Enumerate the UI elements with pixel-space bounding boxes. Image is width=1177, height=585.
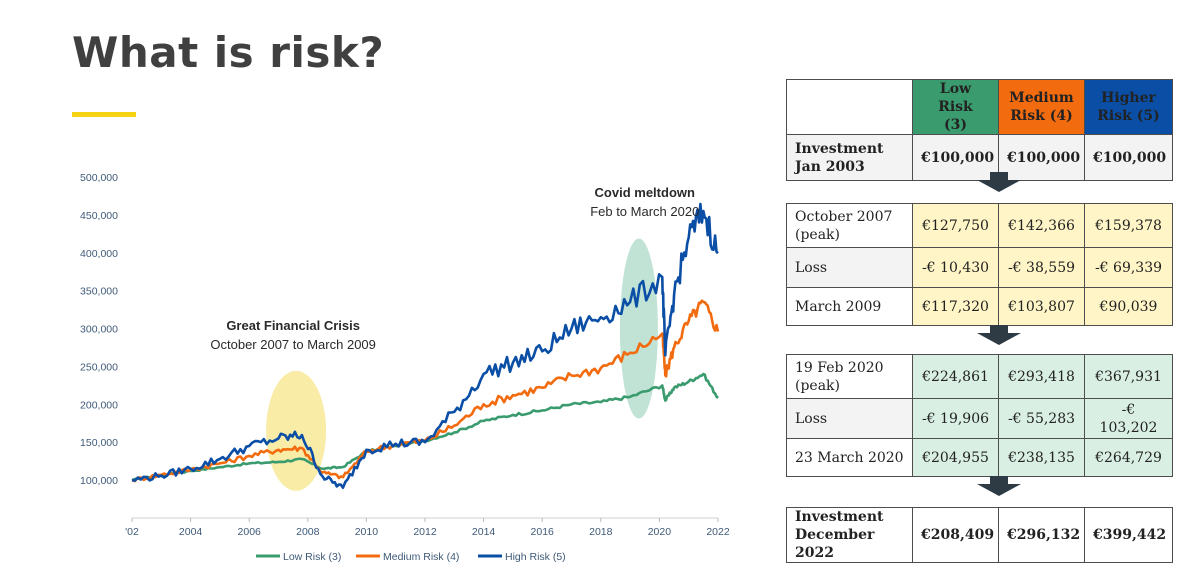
gfc-trough-low: €117,320 <box>912 287 999 326</box>
gfc-trough-high: €90,039 <box>1084 287 1173 326</box>
gfc-peak-label: October 2007 (peak) <box>786 203 913 248</box>
gfc-loss-low: -€ 10,430 <box>912 247 999 288</box>
x-tick-label: 2006 <box>238 526 262 538</box>
series-line <box>131 299 720 483</box>
down-arrow-stem-1 <box>990 172 1008 180</box>
series-line <box>131 202 719 489</box>
annotation-title: Great Financial Crisis <box>226 318 360 333</box>
covid-trough-medium: €238,135 <box>998 438 1085 477</box>
x-tick-label: 2012 <box>413 526 437 538</box>
header-medium-risk: Medium Risk (4) <box>998 79 1085 135</box>
x-tick-label: 2010 <box>355 526 379 538</box>
y-tick-label: 400,000 <box>80 248 118 260</box>
annotation-highlight-ellipse <box>619 238 658 419</box>
annotation-highlight-ellipse <box>266 370 327 491</box>
investment-end-high: €399,442 <box>1084 507 1173 563</box>
investment-end-label: Investment December 2022 <box>786 507 913 563</box>
investment-start-high: €100,000 <box>1084 134 1173 181</box>
y-tick-label: 150,000 <box>80 437 118 449</box>
gfc-loss-high: -€ 69,339 <box>1084 247 1173 288</box>
gfc-trough-label: March 2009 <box>786 287 913 326</box>
x-tick-label: 2018 <box>589 526 613 538</box>
annotation-subtitle: October 2007 to March 2009 <box>210 337 376 352</box>
covid-peak-medium: €293,418 <box>998 354 1085 399</box>
performance-line-chart: 100,000 150,000 200,000 250,000 300,000 350,0… <box>80 172 730 563</box>
y-tick-label: 300,000 <box>80 324 118 336</box>
gfc-peak-high: €159,378 <box>1084 203 1173 248</box>
investment-start-table: Low Risk (3) Medium Risk (4) Higher Risk… <box>786 79 1173 181</box>
gfc-loss-medium: -€ 38,559 <box>998 247 1085 288</box>
gfc-peak-medium: €142,366 <box>998 203 1085 248</box>
legend-label: High Risk (5) <box>505 551 566 563</box>
covid-table: 19 Feb 2020 (peak) €224,861 €293,418 €36… <box>786 354 1173 477</box>
investment-start-medium: €100,000 <box>998 134 1085 181</box>
investment-end-table: Investment December 2022 €208,409 €296,1… <box>786 507 1173 563</box>
covid-trough-low: €204,955 <box>912 438 999 477</box>
covid-trough-label: 23 March 2020 <box>786 438 913 477</box>
series-line <box>131 372 719 482</box>
page-title: What is risk? <box>72 28 385 77</box>
title-underline <box>72 112 136 117</box>
investment-start-low: €100,000 <box>912 134 999 181</box>
down-arrow-icon <box>977 180 1021 192</box>
covid-loss-high: -€ 103,202 <box>1084 398 1173 439</box>
covid-loss-low: -€ 19,906 <box>912 398 999 439</box>
gfc-trough-medium: €103,807 <box>998 287 1085 326</box>
x-tick-label: 2020 <box>648 526 672 538</box>
legend-label: Medium Risk (4) <box>383 551 459 563</box>
x-tick-label: 2022 <box>706 526 730 538</box>
investment-end-medium: €296,132 <box>998 507 1085 563</box>
investment-end-low: €208,409 <box>912 507 999 563</box>
annotation-subtitle: Feb to March 2020 <box>590 204 699 219</box>
investment-start-label: Investment Jan 2003 <box>786 134 913 181</box>
annotation-title: Covid meltdown <box>595 185 695 200</box>
covid-peak-high: €367,931 <box>1084 354 1173 399</box>
y-tick-label: 500,000 <box>80 172 118 184</box>
covid-peak-low: €224,861 <box>912 354 999 399</box>
covid-loss-label: Loss <box>786 398 913 439</box>
down-arrow-stem-2 <box>990 325 1008 333</box>
down-arrow-stem-3 <box>990 476 1008 484</box>
legend-label: Low Risk (3) <box>283 551 341 563</box>
header-low-risk: Low Risk (3) <box>912 79 999 135</box>
down-arrow-icon <box>977 333 1021 345</box>
y-tick-label: 250,000 <box>80 361 118 373</box>
x-tick-label: 2004 <box>179 526 203 538</box>
y-tick-label: 450,000 <box>80 210 118 222</box>
y-tick-label: 100,000 <box>80 475 118 487</box>
covid-peak-label: 19 Feb 2020 (peak) <box>786 354 913 399</box>
gfc-loss-label: Loss <box>786 247 913 288</box>
x-tick-label: 2014 <box>472 526 496 538</box>
x-tick-label: '02 <box>125 526 139 538</box>
covid-loss-medium: -€ 55,283 <box>998 398 1085 439</box>
header-higher-risk: Higher Risk (5) <box>1084 79 1173 135</box>
x-tick-label: 2016 <box>531 526 555 538</box>
gfc-table: October 2007 (peak) €127,750 €142,366 €1… <box>786 203 1173 326</box>
down-arrow-icon <box>977 484 1021 496</box>
x-tick-label: 2008 <box>296 526 320 538</box>
y-tick-label: 200,000 <box>80 399 118 411</box>
gfc-peak-low: €127,750 <box>912 203 999 248</box>
covid-trough-high: €264,729 <box>1084 438 1173 477</box>
header-blank-cell <box>786 79 913 135</box>
y-tick-label: 350,000 <box>80 286 118 298</box>
